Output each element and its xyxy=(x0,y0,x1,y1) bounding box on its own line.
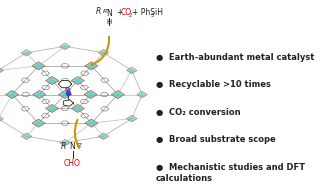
Text: R': R' xyxy=(77,143,83,148)
Text: CO: CO xyxy=(121,8,132,17)
Polygon shape xyxy=(113,94,123,98)
Text: ●  Broad substrate scope: ● Broad substrate scope xyxy=(156,135,276,144)
Polygon shape xyxy=(73,108,83,112)
Polygon shape xyxy=(32,119,45,127)
Polygon shape xyxy=(34,122,43,126)
Text: N: N xyxy=(107,9,112,18)
Polygon shape xyxy=(35,94,44,98)
Polygon shape xyxy=(84,90,97,99)
Text: 3: 3 xyxy=(150,13,154,18)
Text: H: H xyxy=(107,19,112,25)
Polygon shape xyxy=(85,62,98,70)
Polygon shape xyxy=(0,70,2,73)
Text: R: R xyxy=(61,142,67,151)
Polygon shape xyxy=(138,94,146,97)
Polygon shape xyxy=(58,90,72,99)
Text: +: + xyxy=(116,8,122,17)
Polygon shape xyxy=(0,115,4,122)
Polygon shape xyxy=(33,90,46,99)
Polygon shape xyxy=(60,43,71,50)
FancyArrowPatch shape xyxy=(75,120,79,148)
Polygon shape xyxy=(61,46,69,49)
Text: Co: Co xyxy=(65,87,72,92)
Text: + PhSiH: + PhSiH xyxy=(132,8,163,17)
Polygon shape xyxy=(98,133,109,140)
Polygon shape xyxy=(61,142,69,145)
Polygon shape xyxy=(34,65,43,69)
Polygon shape xyxy=(71,104,85,113)
Text: ●  Earth-abundant metal catalyst: ● Earth-abundant metal catalyst xyxy=(156,53,314,62)
Text: ●  Recyclable >10 times: ● Recyclable >10 times xyxy=(156,80,271,89)
Polygon shape xyxy=(48,80,57,84)
Polygon shape xyxy=(128,70,135,73)
Polygon shape xyxy=(100,52,107,56)
FancyArrowPatch shape xyxy=(92,37,109,65)
Polygon shape xyxy=(100,136,107,139)
Polygon shape xyxy=(6,90,19,99)
Polygon shape xyxy=(58,81,72,88)
Text: ●  CO₂ conversion: ● CO₂ conversion xyxy=(156,108,240,117)
Polygon shape xyxy=(87,65,96,69)
Polygon shape xyxy=(0,118,2,121)
Polygon shape xyxy=(46,104,59,113)
Text: ●  Mechanistic studies and DFT
calculations: ● Mechanistic studies and DFT calculatio… xyxy=(156,163,305,183)
Polygon shape xyxy=(32,62,45,70)
Polygon shape xyxy=(64,100,73,106)
Polygon shape xyxy=(73,80,83,84)
Polygon shape xyxy=(60,94,70,98)
Polygon shape xyxy=(8,94,17,98)
Polygon shape xyxy=(87,122,96,126)
Polygon shape xyxy=(0,67,4,74)
Polygon shape xyxy=(98,49,109,56)
Polygon shape xyxy=(71,76,85,85)
Polygon shape xyxy=(23,52,30,56)
Polygon shape xyxy=(21,49,32,56)
Polygon shape xyxy=(126,67,137,74)
Polygon shape xyxy=(86,94,95,98)
Polygon shape xyxy=(48,108,57,112)
Text: R': R' xyxy=(103,9,109,14)
Polygon shape xyxy=(60,139,71,146)
Polygon shape xyxy=(21,133,32,140)
Text: R: R xyxy=(96,7,101,16)
Text: CHO: CHO xyxy=(64,159,81,168)
Polygon shape xyxy=(137,91,148,98)
Text: N: N xyxy=(70,142,75,151)
Polygon shape xyxy=(128,118,135,121)
Polygon shape xyxy=(23,136,30,139)
Text: 2: 2 xyxy=(129,13,132,18)
Polygon shape xyxy=(111,90,125,99)
Polygon shape xyxy=(85,119,98,127)
Polygon shape xyxy=(126,115,137,122)
Polygon shape xyxy=(46,76,59,85)
